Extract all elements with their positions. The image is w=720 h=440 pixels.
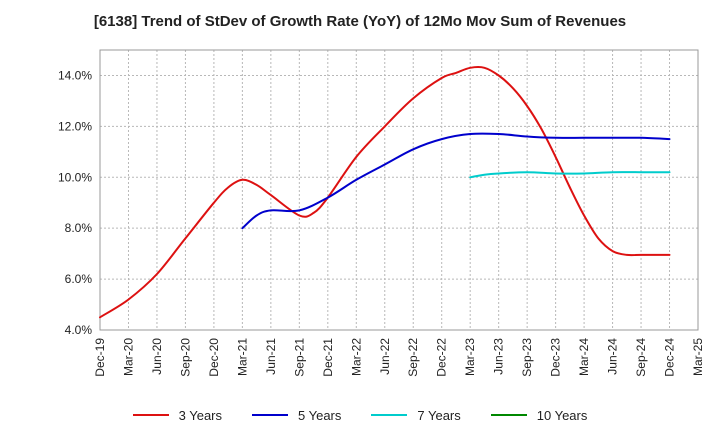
legend-label-3-years: 3 Years [178,407,222,423]
grid-lines [99,50,699,331]
series-line-3-years [99,66,671,319]
chart-title: [6138] Trend of StDev of Growth Rate (Yo… [93,13,627,30]
legend-label-5-years: 5 Years [298,407,342,423]
y-tick-label: 14.0% [58,68,92,82]
y-tick-label: 8.0% [65,221,93,235]
x-tick-label: Dec-23 [549,338,563,377]
y-tick-label: 6.0% [65,272,93,286]
x-tick-label: Jun-20 [150,338,164,375]
x-tick-label: Sep-20 [178,338,192,377]
x-tick-label: Sep-21 [292,338,306,377]
x-tick-label: Mar-22 [349,338,363,376]
x-tick-label: Jun-23 [492,338,506,375]
legend: 3 Years 5 Years 7 Years 10 Years [0,404,720,426]
x-tick-label: Mar-24 [577,338,591,376]
x-tick-label: Dec-21 [321,338,335,377]
x-tick-label: Sep-23 [520,338,534,377]
legend-label-7-years: 7 Years [417,407,461,423]
legend-swatch-5-years [252,414,288,416]
series-lines [99,66,671,319]
x-tick-label: Dec-22 [435,338,449,377]
x-axis: Dec-19 Mar-20 Jun-20 Sep-20 Dec-20 Mar-21 Jun-… [93,338,705,377]
y-tick-label: 10.0% [58,170,92,184]
x-tick-label: Mar-25 [691,338,705,376]
series-line-5-years [241,132,671,230]
x-tick-label: Dec-20 [207,338,221,377]
legend-item-5-years: 5 Years [252,404,341,426]
legend-item-10-years: 10 Years [490,404,588,426]
legend-label-10-years: 10 Years [536,407,588,423]
x-tick-label: Jun-22 [378,338,392,375]
y-axis: 4.0% 6.0% 8.0% 10.0% 12.0% 14.0% [58,68,92,337]
x-tick-label: Mar-21 [235,338,249,376]
x-tick-label: Sep-24 [634,338,648,377]
x-tick-label: Dec-24 [663,338,677,377]
legend-swatch-3-years [132,414,169,416]
series-line-7-years [469,171,671,179]
legend-item-3-years: 3 Years [132,404,222,426]
legend-swatch-10-years [490,414,527,416]
x-tick-label: Jun-24 [606,338,620,375]
x-tick-label: Dec-19 [93,338,107,377]
plot-border [99,49,699,331]
x-tick-label: Jun-21 [264,338,278,375]
legend-swatch-7-years [371,414,408,416]
x-tick-label: Sep-22 [406,338,420,377]
x-tick-label: Mar-23 [463,338,477,376]
legend-item-7-years: 7 Years [371,404,461,426]
y-tick-label: 4.0% [65,323,93,337]
y-tick-label: 12.0% [58,119,92,133]
x-tick-label: Mar-20 [121,338,135,376]
plot-area [99,49,699,331]
